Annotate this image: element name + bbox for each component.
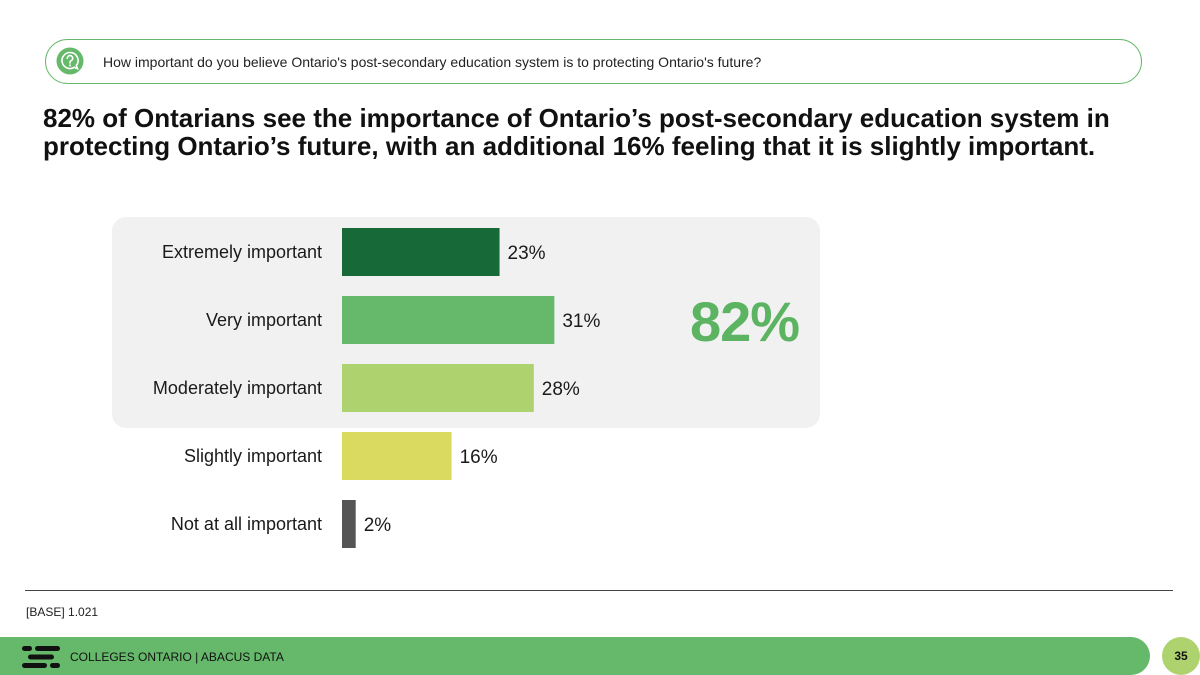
value-label: 31% [562,311,600,332]
category-label: Extremely important [162,242,322,262]
footer-divider [25,590,1173,591]
base-note: [BASE] 1.021 [26,605,99,619]
footer-text: COLLEGES ONTARIO | ABACUS DATA [70,650,284,664]
value-label: 2% [364,515,392,536]
bar [342,296,555,344]
category-label: Slightly important [184,446,322,466]
question-bubble-icon [56,47,84,75]
bar [342,228,500,276]
question-text: How important do you believe Ontario's p… [103,54,762,70]
value-label: 23% [508,243,546,264]
bar [342,364,534,412]
colleges-ontario-logo [22,646,60,668]
page-number: 35 [1162,637,1200,675]
bar [342,432,452,480]
question-banner: How important do you believe Ontario's p… [45,39,1142,84]
category-label: Not at all important [171,514,322,534]
footer-band: COLLEGES ONTARIO | ABACUS DATA [0,637,1150,675]
category-label: Very important [206,310,322,330]
headline: 82% of Ontarians see the importance of O… [43,103,1110,161]
value-label: 28% [542,379,580,400]
value-label: 16% [460,447,498,468]
highlight-total: 82% [690,290,800,353]
category-label: Moderately important [153,378,322,398]
bar [342,500,356,548]
